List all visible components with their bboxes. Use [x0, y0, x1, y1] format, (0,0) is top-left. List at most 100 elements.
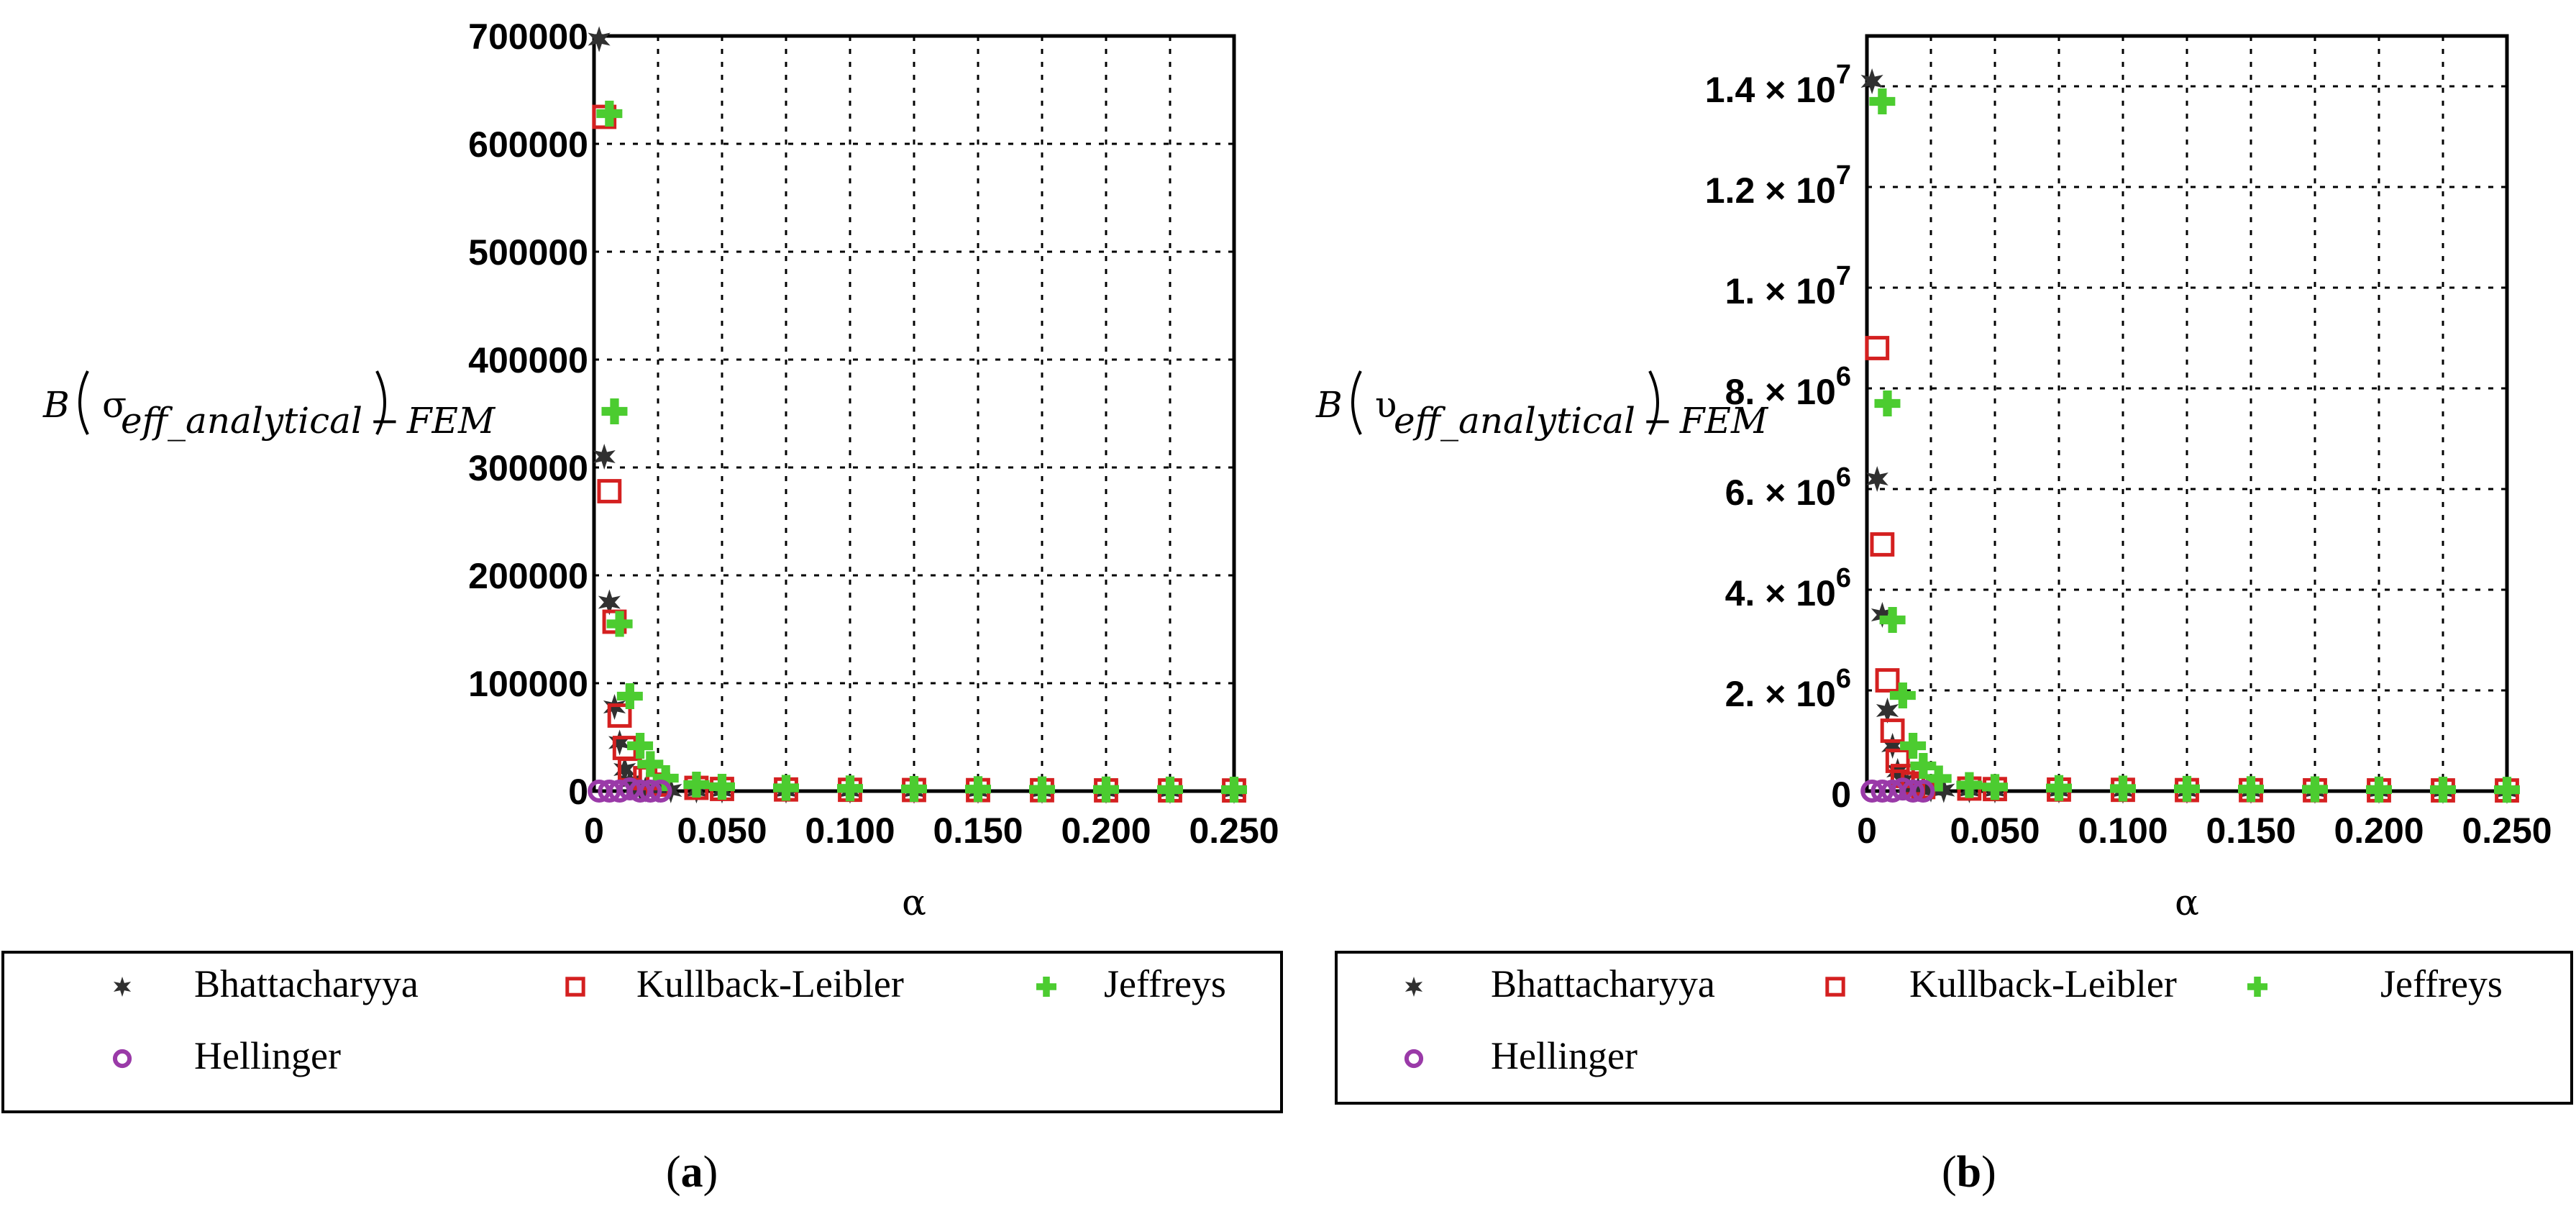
data-point — [709, 774, 735, 800]
panel-label-b: (b) — [1942, 1148, 1996, 1197]
data-point — [1982, 774, 2008, 800]
data-point — [1956, 772, 1983, 798]
y-tick-label: 1. × 107 — [1725, 261, 1851, 311]
data-point — [616, 683, 643, 709]
series-jeffreys — [1869, 88, 2520, 803]
data-point — [2046, 775, 2072, 801]
data-point — [1875, 668, 1900, 693]
y-tick-label: 2. × 106 — [1725, 664, 1851, 714]
x-tick-label: 0.100 — [2078, 811, 2168, 851]
y-tick-label: 200000 — [468, 556, 588, 596]
data-point — [837, 775, 863, 802]
legend-item-bhattacharyya: Bhattacharyya — [113, 962, 419, 1005]
svg-text:B: B — [42, 384, 70, 426]
y-tick-label: 300000 — [468, 448, 588, 488]
legend-item-kullback-leibler: Kullback-Leibler — [565, 962, 904, 1005]
legend-marker — [1036, 977, 1056, 997]
y-tick-label: 100000 — [468, 664, 588, 704]
data-point — [649, 780, 672, 803]
legend-item-hellinger: Hellinger — [1404, 1034, 1638, 1077]
data-point — [1869, 88, 1896, 114]
data-point — [683, 772, 710, 798]
x-tick-label: 0.050 — [1950, 811, 2040, 851]
legend-marker — [1405, 977, 1423, 997]
chart-panel-b: 0 2. × 106 4. × 106 6. × 106 8. × 106 1. × 10… — [1315, 34, 2573, 1197]
series-hellinger — [1860, 777, 1935, 803]
data-point — [1880, 718, 1905, 743]
legend-label: Jeffreys — [1104, 962, 1226, 1005]
data-point — [2494, 777, 2520, 803]
data-point — [1876, 698, 1899, 723]
legend-a: Bhattacharyya Kullback-Leibler Jeffreys Hel… — [1, 951, 1283, 1113]
svg-text:υ: υ — [1375, 384, 1397, 426]
data-point — [2366, 776, 2392, 803]
legend-marker — [1825, 977, 1845, 997]
data-point — [608, 729, 631, 756]
data-point — [627, 733, 654, 759]
data-point — [596, 101, 623, 127]
data-point — [1925, 765, 1952, 792]
svg-text:σ: σ — [102, 384, 127, 426]
legend-label: Bhattacharyya — [194, 962, 419, 1005]
legend-label: Bhattacharyya — [1491, 962, 1715, 1005]
legend-frame — [1, 951, 1283, 1113]
data-point — [2302, 776, 2328, 803]
y-tick-label: 500000 — [468, 232, 588, 273]
data-point — [901, 776, 927, 802]
data-point — [588, 26, 611, 52]
data-point — [2430, 777, 2456, 803]
data-point — [1879, 607, 1906, 633]
data-point — [613, 757, 636, 782]
data-point — [2174, 775, 2200, 802]
data-point — [1860, 68, 1883, 94]
legend-marker — [565, 977, 585, 997]
legend-item-bhattacharyya: Bhattacharyya — [1405, 962, 1715, 1005]
x-tick-label: 0.150 — [933, 811, 1023, 851]
data-point — [1157, 776, 1183, 803]
data-point — [1901, 780, 1925, 803]
data-point — [1889, 682, 1916, 708]
data-point — [1881, 733, 1904, 759]
data-point — [1874, 391, 1901, 416]
legend-item-hellinger: Hellinger — [112, 1034, 341, 1077]
x-tick-label: 0 — [1857, 811, 1877, 851]
legend-item-jeffreys: Jeffreys — [2247, 962, 2503, 1005]
data-point — [606, 611, 633, 637]
legend-label: Hellinger — [194, 1034, 341, 1077]
legend-marker — [1404, 1049, 1424, 1069]
data-point — [652, 765, 679, 791]
data-point — [773, 775, 799, 801]
x-axis-label: α — [2175, 882, 2199, 923]
series-kullback-leibler — [592, 104, 1246, 803]
data-point — [598, 589, 621, 616]
series-hellinger — [588, 777, 672, 803]
data-point — [1029, 776, 1055, 803]
x-tick-label: 0.250 — [1189, 811, 1279, 851]
data-point — [1932, 777, 1955, 803]
data-point — [637, 751, 664, 777]
data-point — [1912, 780, 1935, 803]
x-tick-label: 0.050 — [677, 811, 767, 851]
data-point — [1900, 733, 1927, 759]
legend-label: Kullback-Leibler — [1909, 962, 2177, 1005]
data-point — [593, 444, 616, 470]
data-point — [1885, 749, 1910, 773]
data-point — [1906, 776, 1929, 803]
y-tick-label: 0 — [1831, 775, 1851, 815]
svg-text:B: B — [1315, 384, 1343, 426]
data-point — [1865, 336, 1890, 360]
svg-text:eff_analytical − FEM: eff_analytical − FEM — [1394, 400, 1769, 442]
y-tick-label: 8. × 106 — [1725, 362, 1851, 412]
y-tick-label: 6. × 106 — [1725, 462, 1851, 513]
data-point — [607, 703, 632, 728]
y-tick-label: 4. × 106 — [1725, 563, 1851, 613]
y-tick-label: 0 — [568, 772, 588, 812]
data-point — [965, 776, 991, 803]
x-tick-label: 0.150 — [2206, 811, 2296, 851]
y-tick-label: 600000 — [468, 124, 588, 165]
legend-frame — [1335, 951, 2573, 1105]
legend-marker — [112, 1049, 132, 1069]
